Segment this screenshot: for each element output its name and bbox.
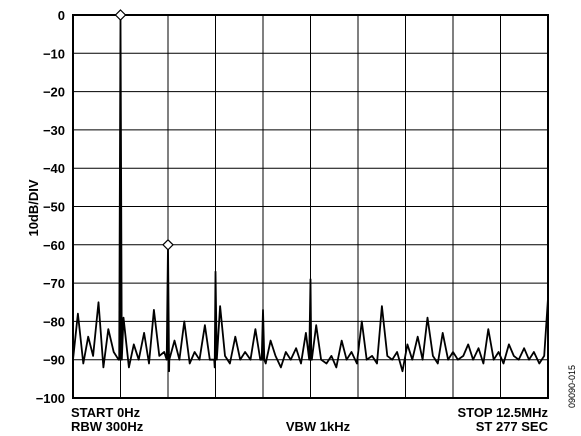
y-tick-label: −90 [43, 353, 65, 368]
figure-code: 09090-015 [567, 365, 577, 408]
grid [72, 14, 549, 399]
peak-marker [162, 238, 174, 251]
y-tick-label: −50 [43, 200, 65, 215]
trace-line [72, 14, 549, 373]
start-frequency: START 0Hz [71, 405, 141, 420]
y-tick-label: −80 [43, 314, 65, 329]
y-axis: 0 −10 −20 −30 −40 −50 −60 −70 −80 −90 −100 [36, 8, 65, 406]
resolution-bandwidth: RBW 300Hz [71, 419, 144, 434]
y-tick-label: 0 [58, 8, 65, 23]
y-tick-label: −40 [43, 161, 65, 176]
y-tick-label: −100 [36, 391, 65, 406]
y-axis-label: 10dB/DIV [26, 179, 41, 236]
peak-marker [114, 9, 127, 21]
video-bandwidth: VBW 1kHz [286, 419, 351, 434]
y-tick-label: −60 [43, 238, 65, 253]
peak-markers [114, 9, 174, 251]
spectrum-trace [72, 14, 549, 373]
stop-frequency: STOP 12.5MHz [457, 405, 548, 420]
sweep-time: ST 277 SEC [476, 419, 549, 434]
y-tick-label: −10 [43, 46, 65, 61]
y-tick-label: −70 [43, 276, 65, 291]
y-tick-label: −20 [43, 85, 65, 100]
plot-frame [72, 14, 549, 399]
y-tick-label: −30 [43, 123, 65, 138]
